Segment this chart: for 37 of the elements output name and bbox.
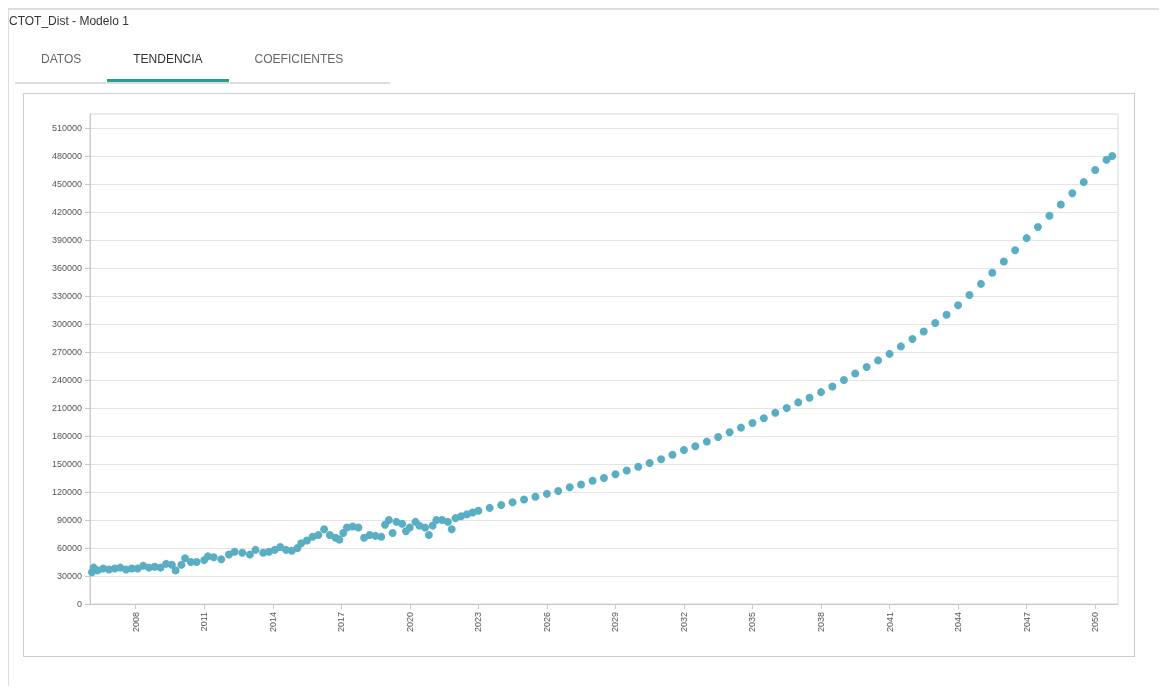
x-tick-label: 2050 bbox=[1090, 612, 1101, 633]
x-tick-label: 2008 bbox=[130, 612, 141, 633]
x-tick-label: 2014 bbox=[267, 612, 278, 633]
x-tick-label: 2017 bbox=[336, 612, 347, 633]
y-tick-label: 150000 bbox=[51, 459, 82, 469]
y-tick-label: 300000 bbox=[51, 319, 82, 329]
y-tick-label: 120000 bbox=[51, 487, 82, 497]
y-tick-label: 30000 bbox=[56, 571, 82, 581]
y-tick-label: 240000 bbox=[51, 375, 82, 385]
y-tick-label: 420000 bbox=[51, 207, 82, 217]
y-tick-label: 450000 bbox=[51, 179, 82, 189]
y-tick-label: 330000 bbox=[51, 291, 82, 301]
y-tick-label: 510000 bbox=[51, 123, 82, 133]
y-tick-label: 90000 bbox=[56, 515, 82, 525]
text: DATOS bbox=[40, 51, 83, 68]
x-tick-label: 2038 bbox=[816, 612, 827, 633]
chart-title: CTOT_Dist - Modelo 1 bbox=[9, 14, 129, 28]
x-tick-label: 2020 bbox=[404, 612, 415, 633]
y-tick-label: 60000 bbox=[56, 543, 82, 553]
x-tick-label: 2041 bbox=[884, 612, 895, 633]
text: TENDENCIA bbox=[107, 38, 229, 82]
x-tick-label: 2029 bbox=[610, 612, 621, 633]
x-tick-label: 2032 bbox=[678, 612, 689, 633]
y-tick-label: 0 bbox=[76, 599, 82, 609]
y-tick-label: 480000 bbox=[51, 151, 82, 161]
x-tick-label: 2044 bbox=[953, 612, 964, 633]
y-tick-label: 360000 bbox=[51, 263, 82, 273]
y-tick-label: 210000 bbox=[51, 403, 82, 413]
x-tick-label: 2026 bbox=[541, 612, 552, 633]
y-tick-label: 390000 bbox=[51, 235, 82, 245]
x-tick-label: 2047 bbox=[1021, 612, 1032, 633]
x-tick-label: 2023 bbox=[473, 612, 484, 633]
x-tick-label: 2011 bbox=[199, 612, 210, 632]
y-tick-label: 270000 bbox=[51, 347, 82, 357]
y-tick-label: 180000 bbox=[51, 431, 82, 441]
text: COEFICIENTES bbox=[253, 51, 345, 68]
x-tick-label: 2035 bbox=[747, 612, 758, 633]
